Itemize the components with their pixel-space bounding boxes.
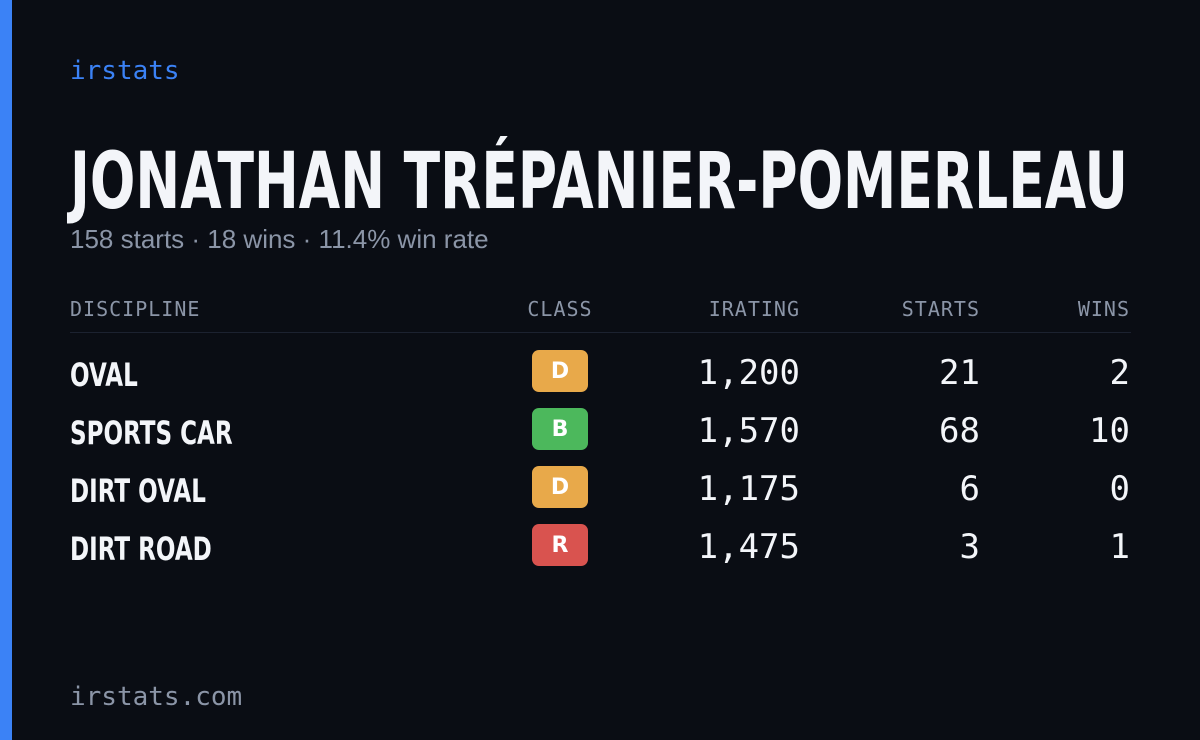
irating: 1,200 — [697, 353, 800, 393]
title-box: JONATHAN TRÉPANIER-POMERLEAU — [67, 136, 1128, 226]
accent-bar — [0, 0, 12, 740]
wins: 2 — [1109, 353, 1130, 393]
column-header: WINS — [1077, 297, 1130, 321]
wins: 0 — [1109, 469, 1130, 509]
starts: 68 — [939, 411, 980, 451]
class-badge: B — [532, 408, 588, 450]
discipline: DIRT ROAD — [70, 530, 212, 568]
wins: 1 — [1109, 527, 1130, 567]
discipline: OVAL — [70, 356, 138, 394]
starts: 21 — [939, 353, 980, 393]
player-name: JONATHAN TRÉPANIER-POMERLEAU — [67, 136, 1128, 226]
class-badge: R — [532, 524, 588, 566]
footer-url: irstats.com — [70, 682, 243, 712]
discipline: DIRT OVAL — [70, 472, 206, 510]
column-header: DISCIPLINE — [70, 297, 201, 321]
starts: 6 — [959, 469, 980, 509]
column-header: CLASS — [527, 297, 593, 321]
irating: 1,475 — [697, 527, 800, 567]
class-badge: D — [532, 350, 588, 392]
discipline: SPORTS CAR — [70, 414, 233, 452]
irating: 1,175 — [697, 469, 800, 509]
wins: 10 — [1089, 411, 1130, 451]
class-badge: D — [532, 466, 588, 508]
irating: 1,570 — [697, 411, 800, 451]
brand: irstats — [70, 56, 180, 86]
starts: 3 — [959, 527, 980, 567]
summary: 158 starts · 18 wins · 11.4% win rate — [70, 224, 489, 254]
divider — [70, 332, 1131, 333]
column-header: IRATING — [708, 297, 800, 321]
column-header: STARTS — [901, 297, 980, 321]
